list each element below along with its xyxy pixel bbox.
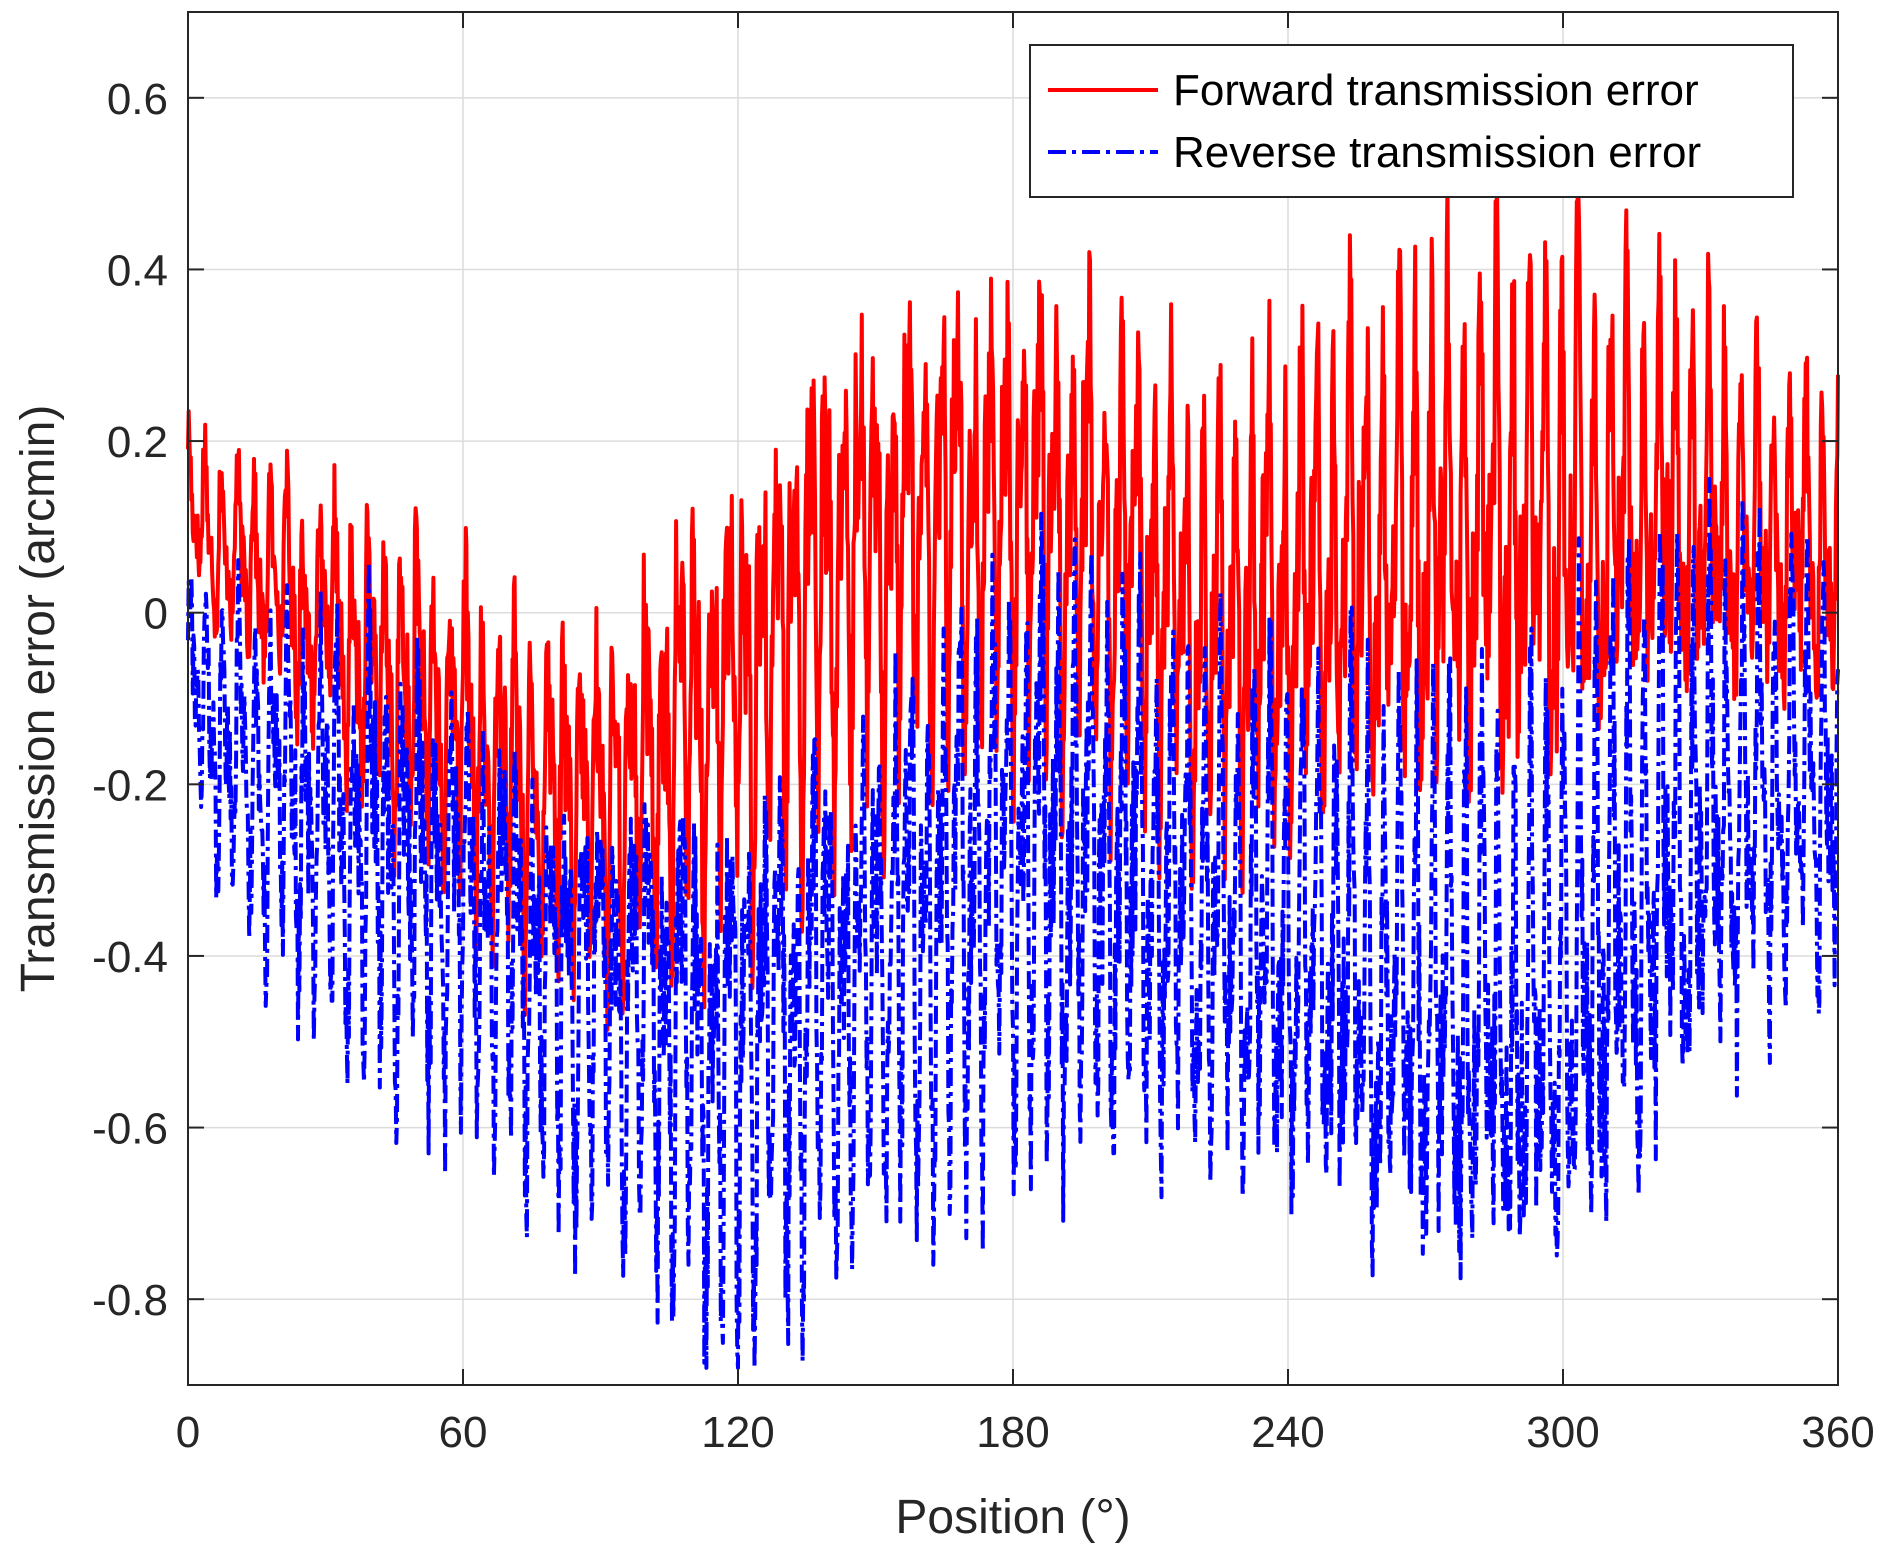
- series-reverse-transmission-error-line: [186, 476, 1840, 1370]
- legend-entry-reverse: Reverse transmission error: [1173, 128, 1701, 177]
- y-tick-label: -0.8: [92, 1276, 168, 1325]
- legend-entry-forward: Forward transmission error: [1173, 66, 1699, 115]
- y-tick-label: 0: [144, 590, 168, 639]
- y-tick-label: -0.2: [92, 761, 168, 810]
- plot-series: [186, 181, 1840, 1370]
- y-tick-label: 0.4: [107, 246, 168, 295]
- x-tick-label: 240: [1251, 1408, 1324, 1457]
- y-axis-title: Transmission error (arcmin): [12, 405, 65, 993]
- y-tick-label: 0.2: [107, 418, 168, 467]
- y-tick-label: -0.4: [92, 933, 168, 982]
- x-tick-label: 180: [976, 1408, 1049, 1457]
- x-tick-label: 0: [176, 1408, 200, 1457]
- axis-ticks: 0 60 120 180 240 300 360 0.6 0.4 0.2 0 -0.2 -0.4 -0.6…: [92, 12, 1875, 1457]
- x-axis-title: Position (°): [895, 1491, 1130, 1544]
- x-tick-label: 360: [1801, 1408, 1874, 1457]
- legend-box: [1029, 44, 1794, 198]
- y-tick-label: 0.6: [107, 75, 168, 124]
- x-tick-label: 300: [1526, 1408, 1599, 1457]
- x-tick-label: 120: [701, 1408, 774, 1457]
- x-tick-label: 60: [439, 1408, 488, 1457]
- legend: Forward transmission error Reverse trans…: [1029, 44, 1794, 198]
- y-tick-label: -0.6: [92, 1105, 168, 1154]
